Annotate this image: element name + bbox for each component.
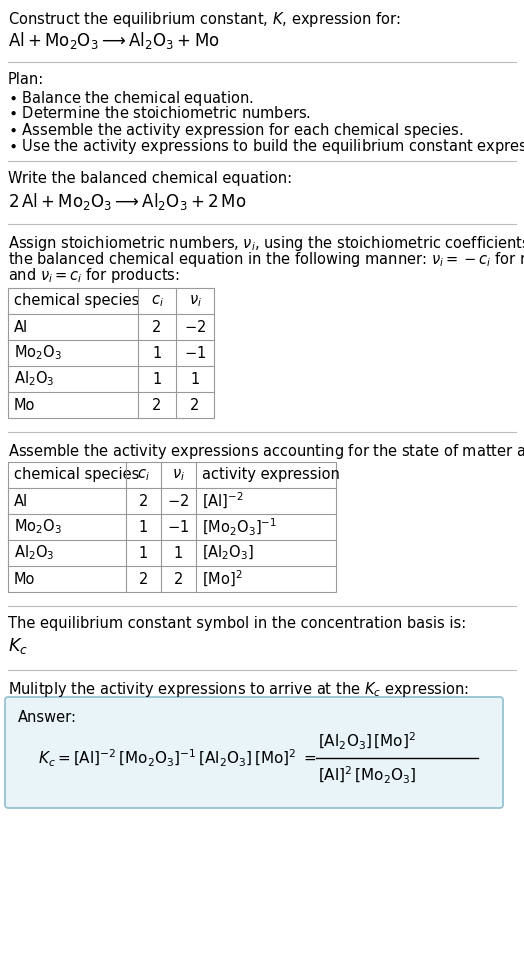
- Text: $K_c = [\mathrm{Al}]^{-2}\,[\mathrm{Mo_2O_3}]^{-1}\,[\mathrm{Al_2O_3}]\,[\mathrm: $K_c = [\mathrm{Al}]^{-2}\,[\mathrm{Mo_2…: [38, 747, 316, 768]
- Bar: [8, 288, 214, 418]
- Text: Al: Al: [14, 494, 28, 508]
- Text: 1: 1: [174, 545, 183, 561]
- Text: the balanced chemical equation in the following manner: $\nu_i = -c_i$ for react: the balanced chemical equation in the fo…: [8, 250, 524, 269]
- Text: Plan:: Plan:: [8, 72, 44, 87]
- Text: $\nu_i$: $\nu_i$: [189, 293, 202, 309]
- Text: chemical species: chemical species: [14, 294, 139, 308]
- FancyBboxPatch shape: [5, 697, 503, 808]
- Text: Mo: Mo: [14, 571, 36, 587]
- Text: $[\mathrm{Al}]^2\,[\mathrm{Mo_2O_3}]$: $[\mathrm{Al}]^2\,[\mathrm{Mo_2O_3}]$: [318, 765, 417, 786]
- Text: Al: Al: [14, 320, 28, 335]
- Text: Assign stoichiometric numbers, $\nu_i$, using the stoichiometric coefficients, $: Assign stoichiometric numbers, $\nu_i$, …: [8, 234, 524, 253]
- Text: 1: 1: [152, 345, 161, 361]
- Text: $\bullet$ Determine the stoichiometric numbers.: $\bullet$ Determine the stoichiometric n…: [8, 105, 311, 121]
- Text: 2: 2: [139, 494, 148, 508]
- Text: $[\mathrm{Mo}]^2$: $[\mathrm{Mo}]^2$: [202, 569, 243, 590]
- Text: $[\mathrm{Al_2O_3}]\,[\mathrm{Mo}]^2$: $[\mathrm{Al_2O_3}]\,[\mathrm{Mo}]^2$: [318, 730, 416, 751]
- Text: $c_i$: $c_i$: [150, 293, 163, 309]
- Text: The equilibrium constant symbol in the concentration basis is:: The equilibrium constant symbol in the c…: [8, 616, 466, 631]
- Text: $\mathrm{Al + Mo_2O_3 \longrightarrow Al_2O_3 + Mo}$: $\mathrm{Al + Mo_2O_3 \longrightarrow Al…: [8, 30, 220, 51]
- Text: 1: 1: [190, 371, 200, 387]
- Text: 1: 1: [152, 371, 161, 387]
- Text: 2: 2: [174, 571, 183, 587]
- Text: 1: 1: [139, 545, 148, 561]
- Text: $[\mathrm{Al_2O_3}]$: $[\mathrm{Al_2O_3}]$: [202, 544, 254, 562]
- Text: chemical species: chemical species: [14, 468, 139, 482]
- Text: 2: 2: [152, 320, 162, 335]
- Text: 2: 2: [139, 571, 148, 587]
- Text: $\mathrm{Al_2O_3}$: $\mathrm{Al_2O_3}$: [14, 369, 54, 389]
- Text: and $\nu_i = c_i$ for products:: and $\nu_i = c_i$ for products:: [8, 266, 180, 285]
- Text: $\nu_i$: $\nu_i$: [172, 467, 185, 483]
- Text: Mo: Mo: [14, 397, 36, 412]
- Text: $\mathrm{Mo_2O_3}$: $\mathrm{Mo_2O_3}$: [14, 344, 62, 363]
- Text: $\bullet$ Balance the chemical equation.: $\bullet$ Balance the chemical equation.: [8, 89, 254, 108]
- Text: Mulitply the activity expressions to arrive at the $K_c$ expression:: Mulitply the activity expressions to arr…: [8, 680, 469, 699]
- Text: $[\mathrm{Mo_2O_3}]^{-1}$: $[\mathrm{Mo_2O_3}]^{-1}$: [202, 517, 277, 538]
- Text: Write the balanced chemical equation:: Write the balanced chemical equation:: [8, 171, 292, 186]
- Text: $\mathrm{2\,Al + Mo_2O_3 \longrightarrow Al_2O_3 + 2\,Mo}$: $\mathrm{2\,Al + Mo_2O_3 \longrightarrow…: [8, 191, 246, 212]
- Text: Answer:: Answer:: [18, 710, 77, 725]
- Text: $[\mathrm{Al}]^{-2}$: $[\mathrm{Al}]^{-2}$: [202, 491, 244, 511]
- Text: activity expression: activity expression: [202, 468, 340, 482]
- Text: 2: 2: [190, 397, 200, 412]
- Text: $\mathrm{Mo_2O_3}$: $\mathrm{Mo_2O_3}$: [14, 518, 62, 536]
- Text: $\bullet$ Use the activity expressions to build the equilibrium constant express: $\bullet$ Use the activity expressions t…: [8, 137, 524, 156]
- Text: 1: 1: [139, 520, 148, 535]
- Text: Construct the equilibrium constant, $K$, expression for:: Construct the equilibrium constant, $K$,…: [8, 10, 401, 29]
- Text: Assemble the activity expressions accounting for the state of matter and $\nu_i$: Assemble the activity expressions accoun…: [8, 442, 524, 461]
- Text: $-2$: $-2$: [184, 319, 206, 335]
- Text: 2: 2: [152, 397, 162, 412]
- Text: $-1$: $-1$: [168, 519, 190, 535]
- Text: $\bullet$ Assemble the activity expression for each chemical species.: $\bullet$ Assemble the activity expressi…: [8, 121, 463, 140]
- Text: $c_i$: $c_i$: [137, 467, 150, 483]
- Text: $-2$: $-2$: [168, 493, 190, 509]
- Text: $-1$: $-1$: [184, 345, 206, 361]
- Text: $\mathrm{Al_2O_3}$: $\mathrm{Al_2O_3}$: [14, 544, 54, 563]
- Text: $K_c$: $K_c$: [8, 636, 28, 656]
- Bar: [8, 462, 336, 592]
